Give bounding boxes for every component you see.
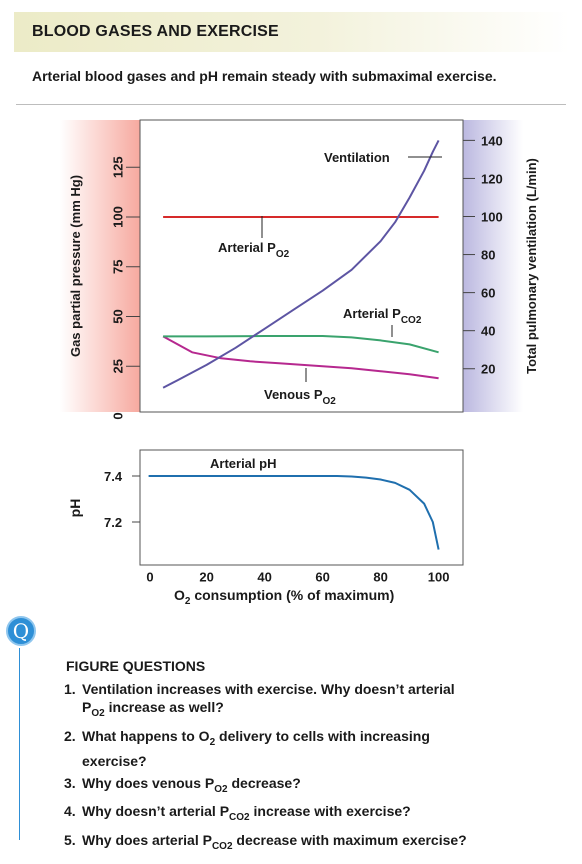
series-arterial-pco2: [163, 335, 439, 354]
right-tick-label: 140: [481, 133, 503, 148]
x-axis-title: O2 consumption (% of maximum): [174, 587, 394, 607]
question-5: 5. Why does arterial PCO2 decrease with m…: [64, 832, 467, 852]
figure-questions-heading: FIGURE QUESTIONS: [66, 658, 206, 674]
right-axis-title: Total pulmonary ventilation (L/min): [524, 158, 539, 374]
ph-axis-title: pH: [67, 499, 83, 518]
question-4: 4. Why doesn’t arterial PCO2 increase wit…: [64, 803, 411, 824]
x-tick-label: 20: [199, 570, 213, 585]
left-tick-label: 0: [111, 412, 126, 419]
ph-tick-label: 7.4: [104, 469, 123, 484]
right-tick-label: 80: [481, 248, 495, 263]
x-tick-label: 60: [315, 570, 329, 585]
series-arterial-ph: [148, 475, 440, 550]
right-tick-label: 40: [481, 324, 495, 339]
left-axis-title: Gas partial pressure (mm Hg): [68, 175, 83, 357]
page-title: BLOOD GASES AND EXERCISE: [32, 23, 279, 40]
left-tick-label: 100: [111, 206, 126, 228]
divider: [16, 104, 566, 105]
questions-list: 1. Ventilation increases with exercise. W…: [64, 680, 467, 860]
arterial-pco2-label: Arterial PCO2: [343, 306, 422, 326]
question-2: 2. What happens to O2 delivery to cells w…: [64, 727, 430, 769]
right-tick-label: 100: [481, 210, 503, 225]
arterial-po2-label: Arterial PO2: [218, 240, 290, 260]
top-plot-frame: [139, 119, 464, 413]
left-tick-label: 25: [111, 359, 126, 373]
right-tick-label: 120: [481, 171, 503, 186]
series-venous-po2: [162, 335, 439, 380]
venous-po2-label: Venous PO2: [264, 387, 336, 407]
question-1: 1. Ventilation increases with exercise. W…: [64, 681, 455, 719]
right-axis-band: [463, 120, 523, 412]
left-tick-label: 50: [111, 309, 126, 323]
blood-gas-chart: 0 25 50 75 100 125 20 40 60 80 100 120 140 Gas partia…: [60, 119, 539, 607]
x-tick-label: 100: [428, 570, 450, 585]
ventilation-label: Ventilation: [324, 150, 390, 165]
right-tick-label: 20: [481, 362, 495, 377]
left-axis-band: [60, 120, 140, 412]
arterial-ph-label: Arterial pH: [210, 456, 276, 471]
left-tick-label: 125: [111, 156, 126, 178]
question-3: 3. Why does venous PO2 decrease?: [64, 774, 301, 795]
x-tick-label: 40: [257, 570, 271, 585]
question-icon: Q: [6, 616, 36, 646]
header-bar: BLOOD GASES AND EXERCISE: [14, 12, 570, 52]
series-ventilation: [162, 139, 440, 389]
bottom-plot-frame: [139, 449, 464, 566]
x-tick-label: 0: [146, 570, 153, 585]
question-accent-line: [19, 648, 20, 840]
ph-tick-label: 7.2: [104, 515, 122, 530]
x-tick-label: 80: [373, 570, 387, 585]
left-tick-label: 75: [111, 260, 126, 274]
subtitle: Arterial blood gases and pH remain stead…: [32, 68, 497, 84]
right-tick-label: 60: [481, 286, 495, 301]
